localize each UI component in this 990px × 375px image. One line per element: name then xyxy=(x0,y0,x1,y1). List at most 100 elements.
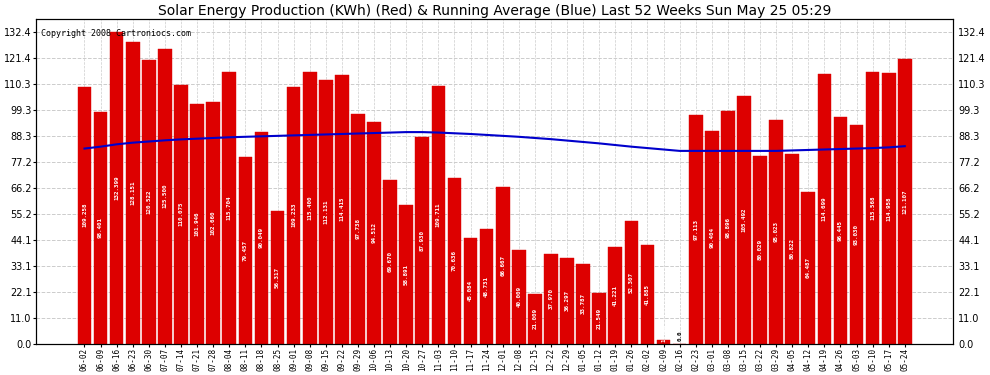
Text: 98.401: 98.401 xyxy=(98,217,103,238)
Text: 115.704: 115.704 xyxy=(227,195,232,220)
Text: 109.258: 109.258 xyxy=(82,203,87,228)
Bar xyxy=(480,229,493,344)
Text: 98.896: 98.896 xyxy=(726,217,731,238)
Bar xyxy=(287,87,300,344)
Text: 94.512: 94.512 xyxy=(371,222,376,243)
Bar xyxy=(834,117,847,344)
Bar xyxy=(818,74,832,344)
Bar xyxy=(206,102,220,344)
Text: 90.404: 90.404 xyxy=(709,227,715,248)
Bar xyxy=(609,247,622,344)
Text: 64.487: 64.487 xyxy=(806,257,811,278)
Bar xyxy=(351,114,364,344)
Text: 93.030: 93.030 xyxy=(854,224,859,245)
Bar xyxy=(142,60,155,344)
Bar xyxy=(223,72,236,344)
Text: 56.317: 56.317 xyxy=(275,267,280,288)
Bar xyxy=(898,59,912,344)
Text: 114.958: 114.958 xyxy=(886,196,891,221)
Bar xyxy=(576,264,590,344)
Bar xyxy=(367,122,381,344)
Bar xyxy=(94,112,107,344)
Text: 41.885: 41.885 xyxy=(644,284,650,305)
Text: 70.636: 70.636 xyxy=(452,250,457,271)
Bar xyxy=(882,74,896,344)
Text: 0.0: 0.0 xyxy=(677,331,682,341)
Bar xyxy=(544,254,557,344)
Bar xyxy=(463,238,477,344)
Title: Solar Energy Production (KWh) (Red) & Running Average (Blue) Last 52 Weeks Sun M: Solar Energy Production (KWh) (Red) & Ru… xyxy=(158,4,832,18)
Bar xyxy=(319,80,333,344)
Bar xyxy=(496,187,510,344)
Bar xyxy=(254,132,268,344)
Bar xyxy=(738,96,750,344)
Bar xyxy=(432,86,446,344)
Bar xyxy=(190,104,204,344)
Text: 114.415: 114.415 xyxy=(340,197,345,221)
Bar xyxy=(705,131,719,344)
Bar xyxy=(753,156,767,344)
Text: 112.131: 112.131 xyxy=(324,200,329,224)
Text: 66.667: 66.667 xyxy=(500,255,505,276)
Text: 120.522: 120.522 xyxy=(147,190,151,214)
Text: 58.891: 58.891 xyxy=(404,264,409,285)
Bar xyxy=(785,154,799,344)
Text: 102.660: 102.660 xyxy=(211,211,216,235)
Text: 121.107: 121.107 xyxy=(902,189,907,213)
Bar xyxy=(158,49,171,344)
Bar xyxy=(689,116,703,344)
Text: 128.151: 128.151 xyxy=(131,181,136,205)
Text: 69.670: 69.670 xyxy=(388,251,393,272)
Text: 40.009: 40.009 xyxy=(516,286,522,307)
Bar xyxy=(802,192,815,344)
Text: 96.445: 96.445 xyxy=(838,220,842,241)
Bar xyxy=(447,178,461,344)
Bar xyxy=(769,120,783,344)
Text: 1.413: 1.413 xyxy=(661,325,666,342)
Bar xyxy=(239,157,252,344)
Text: 52.307: 52.307 xyxy=(629,272,634,292)
Text: 97.113: 97.113 xyxy=(693,219,698,240)
Bar xyxy=(110,33,124,344)
Text: 21.009: 21.009 xyxy=(533,308,538,329)
Text: 95.023: 95.023 xyxy=(773,221,778,242)
Text: Copyright 2008 Cartroniocs.com: Copyright 2008 Cartroniocs.com xyxy=(41,29,190,38)
Text: 33.787: 33.787 xyxy=(580,293,586,314)
Text: 101.946: 101.946 xyxy=(195,211,200,236)
Text: 21.549: 21.549 xyxy=(597,308,602,329)
Bar xyxy=(416,137,429,344)
Bar xyxy=(721,111,735,344)
Bar xyxy=(126,42,140,344)
Text: 114.699: 114.699 xyxy=(822,196,827,221)
Bar xyxy=(849,125,863,344)
Bar xyxy=(399,205,413,344)
Bar xyxy=(383,180,397,344)
Text: 115.400: 115.400 xyxy=(307,196,312,220)
Bar xyxy=(625,220,639,344)
Bar xyxy=(303,72,317,344)
Bar xyxy=(270,211,284,344)
Text: 41.221: 41.221 xyxy=(613,285,618,306)
Text: 105.492: 105.492 xyxy=(742,207,746,232)
Text: 37.970: 37.970 xyxy=(548,288,553,309)
Bar xyxy=(174,85,188,344)
Text: 110.075: 110.075 xyxy=(178,202,183,226)
Text: 90.049: 90.049 xyxy=(259,227,264,248)
Text: 132.399: 132.399 xyxy=(114,176,119,200)
Bar xyxy=(592,293,606,344)
Bar xyxy=(560,258,574,344)
Text: 79.457: 79.457 xyxy=(243,240,248,261)
Text: 109.233: 109.233 xyxy=(291,203,296,228)
Bar xyxy=(77,87,91,344)
Bar xyxy=(512,249,526,344)
Bar xyxy=(335,75,348,344)
Text: 45.084: 45.084 xyxy=(468,280,473,301)
Bar xyxy=(641,245,654,344)
Bar xyxy=(528,294,542,344)
Bar xyxy=(866,72,879,344)
Text: 115.568: 115.568 xyxy=(870,195,875,220)
Text: 80.029: 80.029 xyxy=(757,239,762,260)
Bar xyxy=(656,340,670,344)
Text: 48.731: 48.731 xyxy=(484,276,489,297)
Text: 80.822: 80.822 xyxy=(790,238,795,259)
